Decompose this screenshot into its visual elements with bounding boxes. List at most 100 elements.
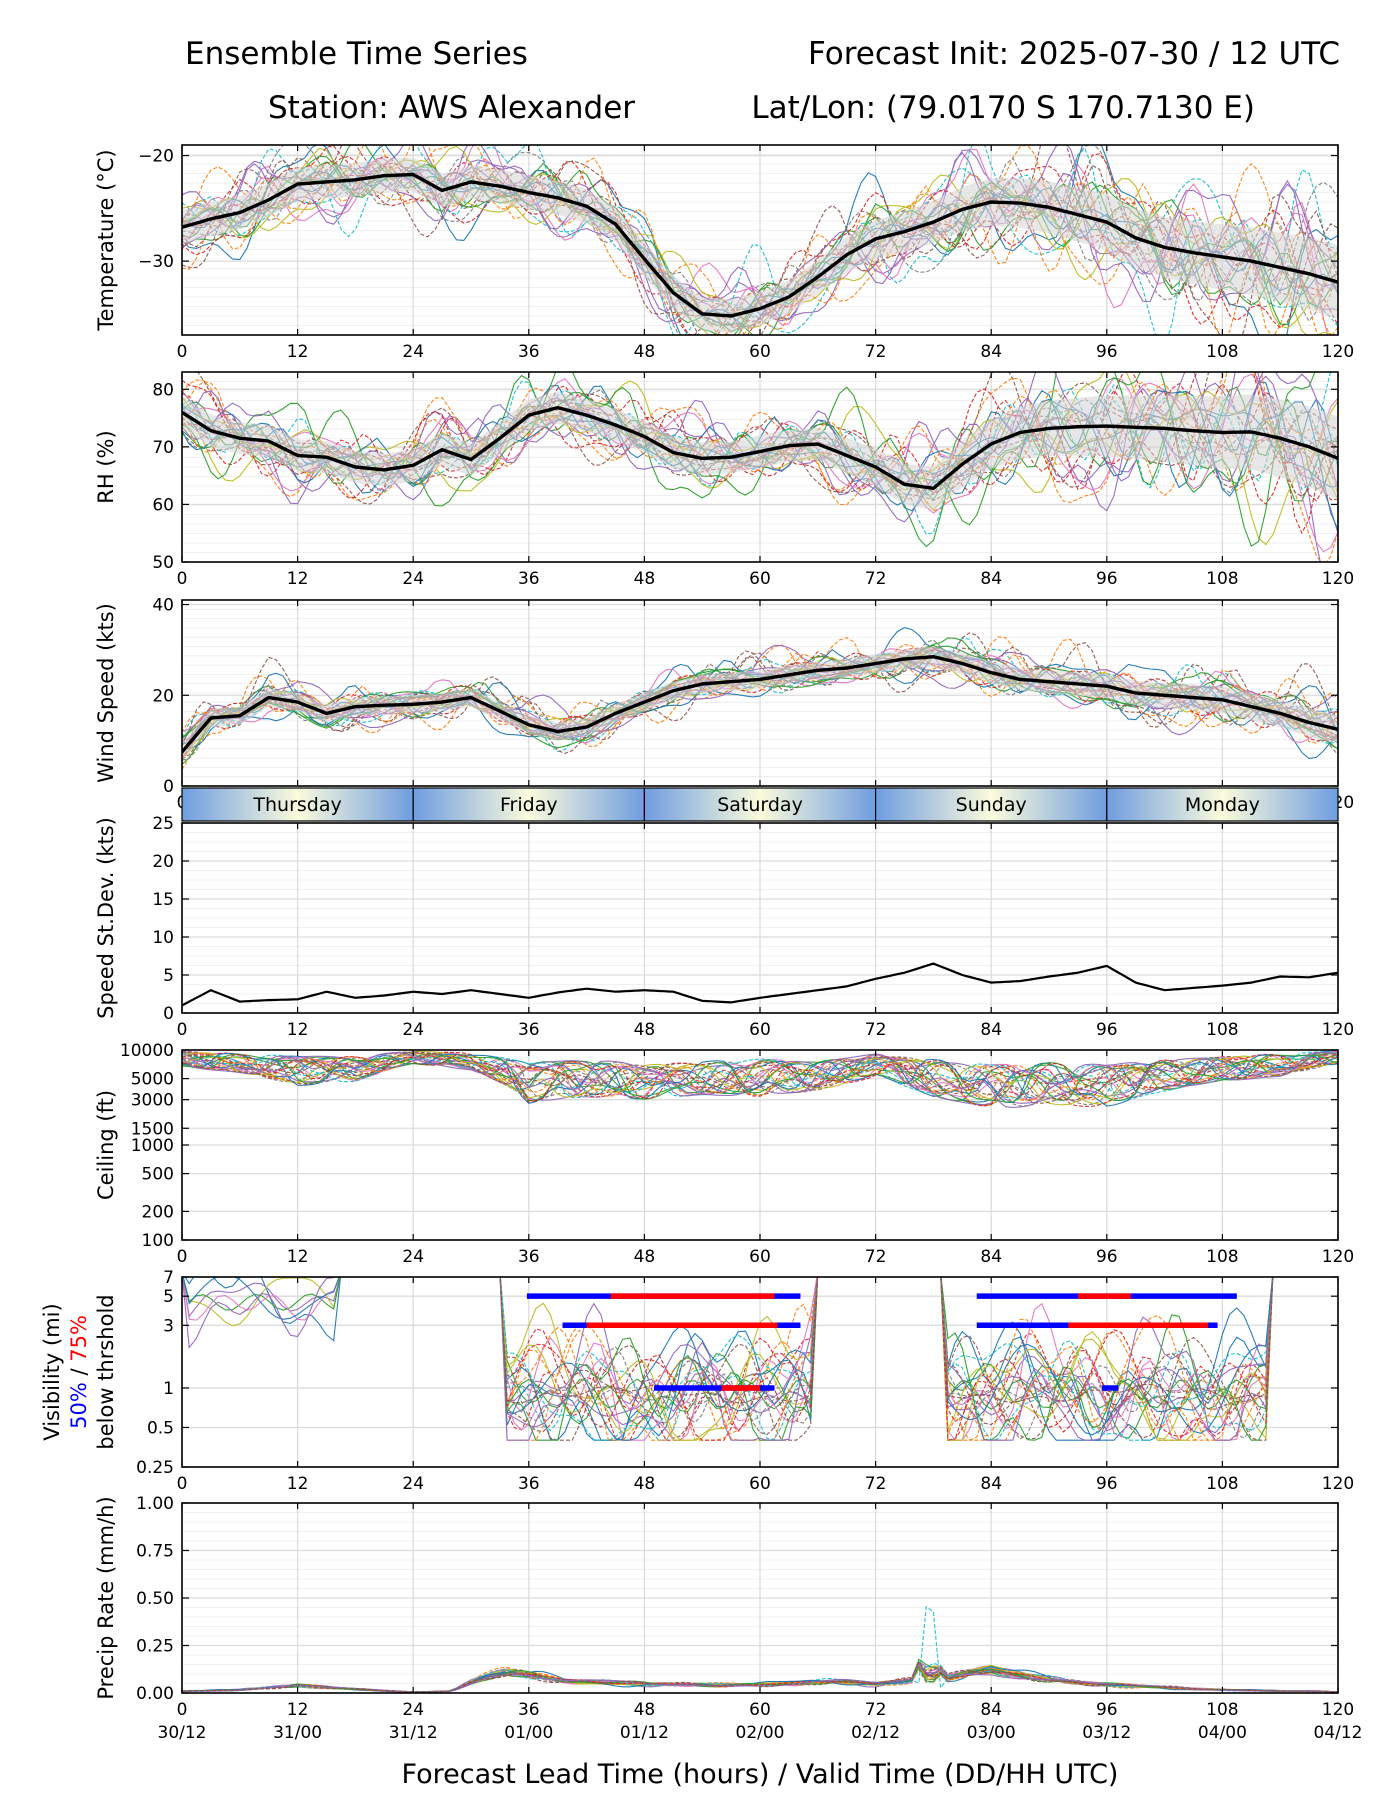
member-line [182,1277,1274,1441]
member-line [182,1051,1338,1108]
x-tick-label: 24 [402,1020,424,1040]
valid-time-label: 02/00 [736,1723,785,1743]
member-line [182,1277,1274,1441]
x-tick-label: 96 [1096,1474,1118,1494]
x-tick-label: 96 [1096,569,1118,589]
x-tick-label: 72 [865,1020,887,1040]
x-tick-label: 72 [865,1700,887,1720]
y-tick-label: 1.00 [136,1494,174,1514]
valid-time-label: 04/12 [1314,1723,1363,1743]
member-line [182,1277,1274,1441]
panels-group: 0 12 24 36 48 60 72 84 96 108 120−20−30Temperature… [40,144,1363,1743]
x-tick-label: 84 [980,1700,1002,1720]
valid-time-label: 31/12 [389,1723,438,1743]
x-tick-label: 24 [402,569,424,589]
day-label: Sunday [956,794,1027,816]
x-tick-label: 12 [287,1700,309,1720]
day-cell [874,787,1108,822]
plot-area [182,1277,1274,1441]
figure-title-left: Ensemble Time Series [185,36,528,72]
x-tick-label: 24 [402,1247,424,1267]
x-tick-label: 108 [1206,1700,1238,1720]
y-axis-label-probabilities: 50% / 75% [67,1315,91,1429]
x-tick-label: 84 [980,569,1002,589]
x-tick-label: 120 [1322,342,1354,362]
y-tick-label: 3 [163,1316,174,1336]
ensemble-spread-band [182,646,1338,761]
panel-visibility: 0 12 24 36 48 60 72 84 96 108 120 0.25 0.5 1 3 57 Visibi… [40,1268,1354,1494]
member-line [182,1052,1338,1107]
x-tick-label: 72 [865,1247,887,1267]
probability-legend-part: / [67,1362,91,1382]
y-tick-label: 0.5 [147,1418,174,1438]
x-tick-label: 36 [518,1020,540,1040]
y-tick-label: 0.00 [136,1684,174,1704]
y-tick-label: 20 [152,852,174,872]
y-tick-label: 0 [163,1004,174,1024]
member-line [499,1277,1274,1441]
member-line [499,1277,1274,1441]
x-tick-label: 48 [634,1700,656,1720]
x-tick-label: 60 [749,569,771,589]
y-tick-label: 50 [152,553,174,573]
member-line [499,1277,1274,1441]
y-tick-label: 5 [163,966,174,986]
panel-rh: 0 12 24 36 48 60 72 84 96 108 120 50 60 70 80 RH (%) [94,371,1354,589]
x-tick-label: 96 [1096,1700,1118,1720]
stdev-line [182,962,1338,1007]
figure-subtitle-left: Station: AWS Alexander [268,90,635,126]
x-tick-label: 0 [177,1474,188,1494]
x-tick-label: 120 [1322,569,1354,589]
panel-precip_rate: 0 30/12 12 31/00 24 31/12 36 01/00 48 01/12 60 02/0… [94,1494,1363,1743]
x-tick-label: 48 [634,342,656,362]
x-tick-label: 84 [980,1474,1002,1494]
day-cell [643,787,877,822]
day-label: Thursday [252,794,341,816]
member-line [499,1277,1274,1441]
plot-area [182,145,1338,335]
x-tick-label: 108 [1206,1474,1238,1494]
y-tick-label: 0.25 [136,1637,174,1657]
day-label: Friday [500,794,558,816]
day-label: Saturday [717,794,803,816]
valid-time-label: 01/12 [620,1723,669,1743]
x-tick-label: 108 [1206,569,1238,589]
ensemble-mean-line [182,654,1338,754]
panel-ceiling: 0 12 24 36 48 60 72 84 96 108 120 100 200 500 10001500… [94,1041,1354,1267]
panel-temperature: 0 12 24 36 48 60 72 84 96 108 120 −20 −30 Temperature… [94,144,1354,362]
panel-speed_stdev: 0 12 24 36 48 60 72 84 96 108 120 0 5 10 15 20 25 Speed S… [94,814,1354,1040]
x-tick-label: 108 [1206,1020,1238,1040]
member-line [182,1052,1338,1094]
y-axis-label: Wind Speed (kts) [94,603,118,783]
x-tick-label: 108 [1206,1247,1238,1267]
y-tick-label: 5 [163,1287,174,1307]
ensemble-spread-band [182,157,1338,333]
y-tick-label: −30 [138,252,174,272]
x-axis-label: Forecast Lead Time (hours) / Valid Time … [402,1759,1119,1790]
x-tick-label: 60 [749,1700,771,1720]
y-axis-label: Temperature (°C) [94,149,118,331]
y-tick-label: 100 [142,1231,174,1251]
member-line [182,1277,1274,1431]
ensemble-mean-line [182,172,1338,318]
y-axis-label-threshold: below thrshold [94,1294,118,1449]
y-axis-label: Precip Rate (mm/h) [94,1496,118,1699]
y-tick-label: 10 [152,928,174,948]
x-tick-label: 96 [1096,1247,1118,1267]
member-line [499,1277,1274,1441]
valid-time-label: 02/12 [851,1723,900,1743]
x-tick-label: 24 [402,1700,424,1720]
member-line [182,1051,1338,1107]
x-tick-label: 0 [177,342,188,362]
member-line [182,372,1338,512]
y-tick-label: 0.50 [136,1589,174,1609]
y-tick-label: 3000 [131,1091,174,1111]
x-tick-label: 48 [634,1020,656,1040]
member-line [499,1277,1274,1441]
y-tick-label: 80 [152,380,174,400]
member-line [499,1277,1274,1404]
x-tick-label: 60 [749,1247,771,1267]
x-tick-label: 72 [865,569,887,589]
y-tick-label: 20 [152,686,174,706]
